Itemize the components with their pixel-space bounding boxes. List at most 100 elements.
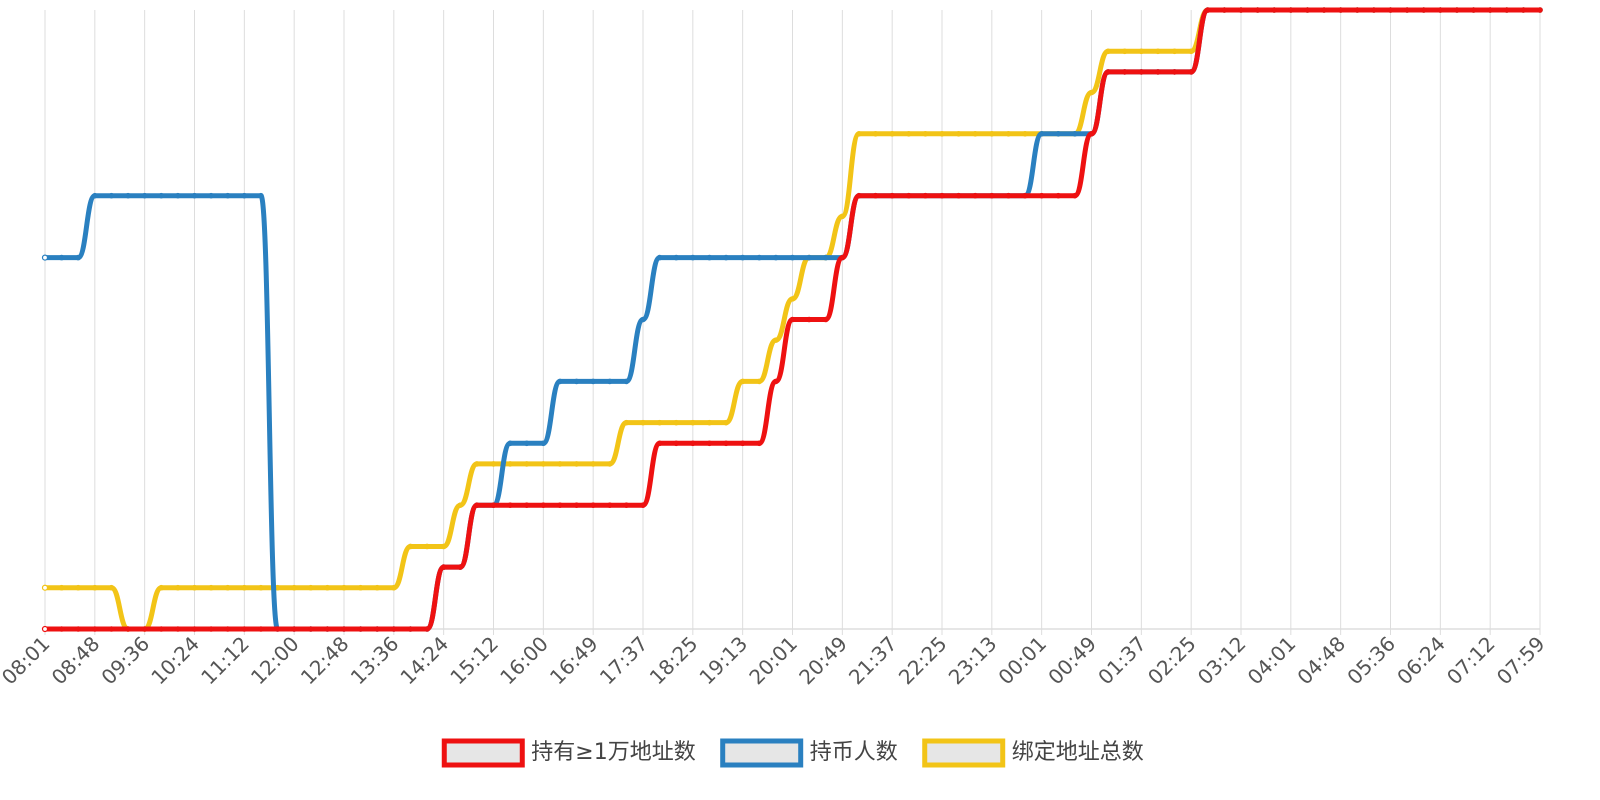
data-point (706, 419, 713, 426)
data-point (125, 192, 131, 199)
data-point (955, 192, 962, 199)
data-point (1138, 48, 1145, 55)
data-point (1470, 7, 1477, 13)
data-point (58, 254, 65, 261)
data-point (108, 584, 115, 591)
data-point (822, 254, 829, 261)
data-point (307, 584, 314, 591)
data-point (739, 440, 746, 447)
data-point (258, 192, 264, 199)
data-point (1520, 7, 1527, 13)
data-point (1022, 131, 1028, 137)
data-point (673, 419, 680, 426)
data-point (1204, 7, 1211, 13)
data-point (191, 626, 198, 632)
data-point (557, 378, 563, 385)
data-point (224, 192, 231, 199)
data-point (939, 192, 945, 199)
data-point (989, 192, 995, 199)
data-point (1072, 131, 1078, 137)
data-point (972, 131, 979, 137)
data-point (1005, 192, 1012, 199)
data-point (158, 626, 165, 632)
data-point (640, 316, 646, 323)
data-point (573, 502, 580, 509)
data-point (1121, 69, 1128, 75)
data-point (41, 584, 49, 591)
data-point (540, 461, 547, 467)
data-point (1038, 192, 1045, 199)
legend-swatch (922, 738, 1006, 768)
data-point (291, 626, 297, 632)
x-tick-label: 06:24 (1392, 632, 1450, 690)
x-tick-label: 11:12 (196, 632, 254, 690)
data-point (540, 440, 547, 447)
data-point (1537, 7, 1543, 13)
data-point (889, 131, 895, 137)
data-point (1088, 89, 1095, 96)
x-tick-label: 21:37 (844, 632, 902, 690)
data-point (274, 584, 281, 591)
data-point (557, 502, 563, 509)
x-tick-label: 00:49 (1043, 632, 1101, 690)
x-tick-label: 20:49 (794, 632, 852, 690)
data-point (822, 316, 829, 323)
data-point (1304, 7, 1311, 13)
data-point (357, 584, 364, 591)
data-point (224, 626, 231, 632)
x-tick-label: 09:36 (96, 632, 154, 690)
data-point (440, 564, 447, 570)
data-point (191, 192, 198, 199)
x-tick-label: 10:24 (146, 632, 204, 690)
data-point (507, 461, 513, 467)
data-point (457, 564, 464, 570)
data-point (324, 626, 331, 632)
legend-swatch (441, 738, 525, 768)
data-point (92, 626, 98, 632)
data-point (673, 254, 680, 261)
data-point (789, 254, 796, 261)
data-point (175, 584, 181, 591)
data-point (839, 254, 846, 261)
data-point (1404, 7, 1410, 13)
data-point (92, 192, 98, 199)
data-point (424, 626, 430, 632)
data-point (673, 440, 680, 447)
data-point (374, 584, 381, 591)
data-point (258, 626, 264, 632)
data-point (756, 378, 763, 385)
data-point (606, 378, 613, 385)
legend-label: 持币人数 (810, 740, 898, 765)
data-point (1088, 131, 1095, 137)
data-point (939, 131, 945, 137)
x-tick-label: 18:25 (645, 632, 703, 690)
data-point (391, 584, 397, 591)
x-tick-label: 15:12 (445, 632, 503, 690)
data-point (474, 502, 480, 509)
data-point (141, 192, 148, 199)
data-point (324, 584, 331, 591)
data-point (141, 626, 148, 632)
data-point (905, 192, 912, 199)
data-point (789, 296, 796, 302)
data-point (241, 192, 248, 199)
x-tick-label: 16:49 (545, 632, 603, 690)
data-point (507, 440, 513, 447)
data-point (989, 131, 995, 137)
data-point (1487, 7, 1493, 13)
data-point (92, 584, 98, 591)
data-point (656, 440, 663, 447)
data-point (623, 502, 630, 509)
data-point (175, 192, 181, 199)
data-point (690, 254, 696, 261)
data-point (739, 378, 746, 385)
data-point (773, 254, 779, 261)
data-point (756, 254, 763, 261)
data-point (440, 543, 447, 550)
data-point (241, 626, 248, 632)
data-point (1188, 69, 1194, 75)
data-point (374, 626, 381, 632)
data-point (1254, 7, 1261, 13)
x-tick-label: 12:48 (296, 632, 354, 690)
